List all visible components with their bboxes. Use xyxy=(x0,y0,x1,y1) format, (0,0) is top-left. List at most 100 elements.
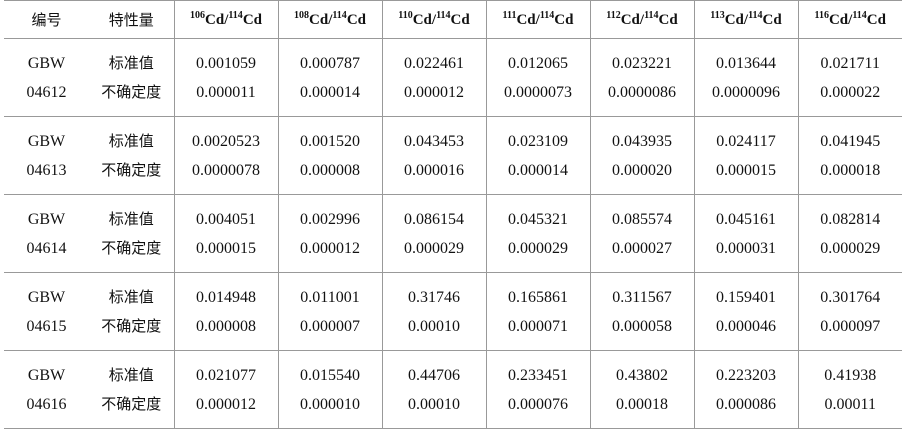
property-line: 不确定度 xyxy=(101,82,162,101)
id-cell: GBW 04616 xyxy=(4,350,89,429)
property-cell: 标准值 不确定度 xyxy=(89,38,174,117)
table-body: GBW 04612 标准值 不确定度 0.001059 0.000011 0.000787 0… xyxy=(4,38,902,429)
mass-number: 114 xyxy=(644,10,659,21)
property-line: 不确定度 xyxy=(101,316,162,335)
value-line: 0.233451 xyxy=(508,366,568,384)
value-line: 0.311567 xyxy=(612,288,672,306)
value-line: 0.000008 xyxy=(196,317,256,335)
value-line: 0.013644 xyxy=(716,54,776,72)
mass-number: 106 xyxy=(190,10,205,21)
property-line: 标准值 xyxy=(108,131,154,150)
element: Cd xyxy=(242,12,262,28)
id-cell: GBW 04612 xyxy=(4,38,89,117)
property-cell: 标准值 不确定度 xyxy=(89,272,174,351)
separator: / xyxy=(743,12,749,28)
value-cell: 0.021077 0.000012 xyxy=(173,350,278,429)
value-cell: 0.011001 0.000007 xyxy=(277,272,382,351)
header-cell: 113Cd/114Cd xyxy=(693,0,798,39)
property-cell: 标准值 不确定度 xyxy=(89,194,174,273)
value-line: 0.001520 xyxy=(300,132,360,150)
property-line: 标准值 xyxy=(108,287,154,306)
value-line: 0.004051 xyxy=(196,210,256,228)
value-line: 0.000014 xyxy=(508,161,568,179)
value-line: 0.31746 xyxy=(408,288,460,306)
value-line: 0.000027 xyxy=(612,239,672,257)
element: Cd xyxy=(620,12,640,28)
property-line: 不确定度 xyxy=(101,394,162,413)
id-line: 04614 xyxy=(26,239,67,257)
mass-number: 114 xyxy=(332,10,347,21)
value-cell: 0.085574 0.000027 xyxy=(589,194,694,273)
value-cell: 0.0020523 0.0000078 xyxy=(173,116,278,195)
property-line: 标准值 xyxy=(108,53,154,72)
element: Cd xyxy=(450,12,470,28)
value-cell: 0.022461 0.000012 xyxy=(381,38,486,117)
id-line: 04616 xyxy=(26,395,67,413)
value-line: 0.043935 xyxy=(612,132,672,150)
value-line: 0.165861 xyxy=(508,288,568,306)
value-cell: 0.223203 0.000086 xyxy=(693,350,798,429)
value-line: 0.0000096 xyxy=(712,83,780,101)
value-line: 0.000012 xyxy=(196,395,256,413)
mass-number: 108 xyxy=(294,10,309,21)
value-cell: 0.086154 0.000029 xyxy=(381,194,486,273)
value-line: 0.000086 xyxy=(716,395,776,413)
header-cell: 108Cd/114Cd xyxy=(277,0,382,39)
mass-number: 112 xyxy=(606,10,621,21)
value-cell: 0.043935 0.000020 xyxy=(589,116,694,195)
value-line: 0.000018 xyxy=(820,161,881,179)
value-line: 0.015540 xyxy=(300,366,360,384)
property-cell: 标准值 不确定度 xyxy=(89,116,174,195)
element: Cd xyxy=(346,12,366,28)
group-row: GBW 04612 标准值 不确定度 0.001059 0.000011 0.000787 0… xyxy=(4,38,902,117)
value-cell: 0.012065 0.0000073 xyxy=(485,38,590,117)
value-line: 0.001059 xyxy=(196,54,256,72)
value-line: 0.00018 xyxy=(616,395,668,413)
header-cell: 111Cd/114Cd xyxy=(485,0,590,39)
value-cell: 0.045161 0.000031 xyxy=(693,194,798,273)
value-cell: 0.43802 0.00018 xyxy=(589,350,694,429)
value-line: 0.000787 xyxy=(300,54,360,72)
value-line: 0.0020523 xyxy=(192,132,260,150)
value-cell: 0.024117 0.000015 xyxy=(693,116,798,195)
value-line: 0.000020 xyxy=(612,161,672,179)
element: Cd xyxy=(762,12,782,28)
value-cell: 0.043453 0.000016 xyxy=(381,116,486,195)
element: Cd xyxy=(309,12,329,28)
group-row: GBW 04615 标准值 不确定度 0.014948 0.000008 0.011001 0… xyxy=(4,272,902,351)
mass-number: 111 xyxy=(502,10,517,21)
value-line: 0.000015 xyxy=(196,239,256,257)
value-line: 0.000011 xyxy=(196,83,256,101)
value-line: 0.000029 xyxy=(508,239,568,257)
value-line: 0.000046 xyxy=(716,317,776,335)
value-line: 0.000007 xyxy=(300,317,360,335)
header-cell: 特性量 xyxy=(89,0,174,39)
element: Cd xyxy=(516,12,536,28)
separator: / xyxy=(431,12,437,28)
value-cell: 0.31746 0.00010 xyxy=(381,272,486,351)
value-line: 0.000012 xyxy=(300,239,360,257)
property-line: 不确定度 xyxy=(101,160,162,179)
value-cell: 0.045321 0.000029 xyxy=(485,194,590,273)
mass-number: 114 xyxy=(436,10,451,21)
value-line: 0.000029 xyxy=(404,239,464,257)
element: Cd xyxy=(724,12,744,28)
value-line: 0.086154 xyxy=(404,210,464,228)
mass-number: 114 xyxy=(539,10,555,21)
value-line: 0.000016 xyxy=(404,161,464,179)
property-line: 标准值 xyxy=(108,209,154,228)
value-cell: 0.013644 0.0000096 xyxy=(693,38,798,117)
value-line: 0.000058 xyxy=(612,317,672,335)
value-line: 0.023109 xyxy=(508,132,568,150)
value-line: 0.00011 xyxy=(824,395,876,413)
element: Cd xyxy=(828,12,849,28)
value-line: 0.085574 xyxy=(612,210,672,228)
value-cell: 0.002996 0.000012 xyxy=(277,194,382,273)
value-cell: 0.004051 0.000015 xyxy=(173,194,278,273)
header-cell: 112Cd/114Cd xyxy=(589,0,694,39)
value-line: 0.000031 xyxy=(716,239,776,257)
value-line: 0.0000078 xyxy=(192,161,260,179)
header-cell: 110Cd/114Cd xyxy=(381,0,486,39)
value-line: 0.000076 xyxy=(508,395,568,413)
